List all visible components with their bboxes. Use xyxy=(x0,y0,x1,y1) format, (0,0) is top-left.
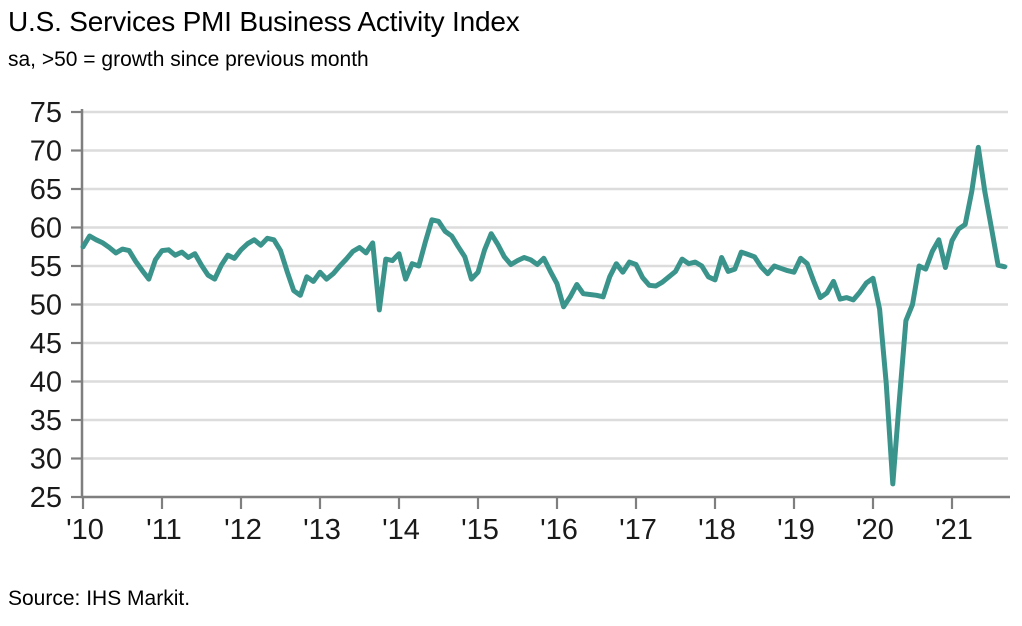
y-tick-label: 35 xyxy=(30,405,62,437)
chart-subtitle: sa, >50 = growth since previous month xyxy=(8,48,369,71)
x-tick-label: '19 xyxy=(777,514,815,546)
x-tick-label: '20 xyxy=(856,514,894,546)
x-tick-label: '12 xyxy=(224,514,262,546)
x-tick-label: '10 xyxy=(66,514,104,546)
x-tick-label: '11 xyxy=(146,514,182,546)
y-tick-label: 50 xyxy=(30,290,62,322)
x-tick-label: '21 xyxy=(935,514,973,546)
y-tick-label: 40 xyxy=(30,367,62,399)
y-tick-label: 75 xyxy=(30,97,62,129)
x-tick-label: '15 xyxy=(461,514,499,546)
y-tick-label: 55 xyxy=(30,251,62,283)
chart-title: U.S. Services PMI Business Activity Inde… xyxy=(8,6,520,37)
x-tick-label: '16 xyxy=(540,514,578,546)
x-tick-label: '17 xyxy=(619,514,657,546)
y-tick-label: 70 xyxy=(30,136,62,168)
x-tick-label: '18 xyxy=(698,514,736,546)
x-tick-label: '13 xyxy=(303,514,341,546)
x-tick-label: '14 xyxy=(382,514,420,546)
y-tick-label: 30 xyxy=(30,444,62,476)
pmi-series-line xyxy=(80,144,1008,487)
y-tick-label: 25 xyxy=(30,482,62,514)
y-tick-label: 65 xyxy=(30,174,62,206)
y-tick-label: 45 xyxy=(30,328,62,360)
y-tick-label: 60 xyxy=(30,213,62,245)
source-note: Source: IHS Markit. xyxy=(8,587,191,610)
